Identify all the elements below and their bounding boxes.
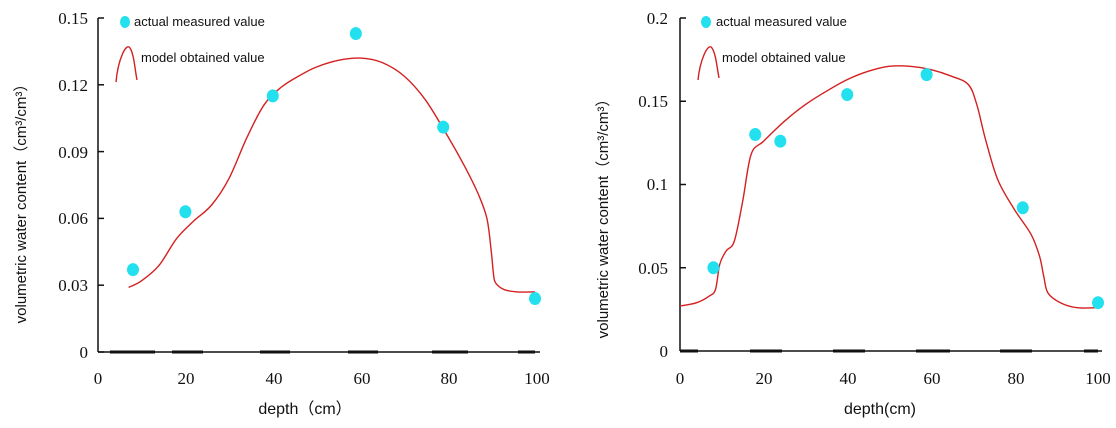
legend-label-model: model obtained value xyxy=(722,50,846,65)
y-axis-label-left: volumetric water content（cm³/cm³） xyxy=(13,77,30,324)
x-tick-label: 40 xyxy=(266,369,283,388)
measured-point xyxy=(1016,201,1029,215)
measured-point xyxy=(841,88,854,102)
chart-right: 0 0.05 0.1 0.15 0.2 0 20 40 60 80 100 de… xyxy=(595,9,1111,418)
measured-point xyxy=(179,205,192,219)
x-tick-label: 0 xyxy=(94,369,103,388)
x-tick-label: 80 xyxy=(441,369,458,388)
y-tick-label: 0.09 xyxy=(58,143,88,162)
x-tick-label: 20 xyxy=(178,369,195,388)
measured-point xyxy=(437,120,450,134)
measured-point xyxy=(529,292,541,306)
x-tick-label: 40 xyxy=(840,369,857,388)
y-tick-label: 0.05 xyxy=(638,259,668,278)
y-tick-label: 0 xyxy=(660,342,669,361)
x-tick-label: 100 xyxy=(524,369,550,388)
x-tick-label: 60 xyxy=(924,369,941,388)
measured-point xyxy=(707,261,720,275)
measured-point xyxy=(266,89,279,103)
measured-point xyxy=(920,68,933,82)
legend-label-model: model obtained value xyxy=(141,50,265,65)
legend-marker-measured xyxy=(120,16,130,28)
x-tick-label: 80 xyxy=(1008,369,1025,388)
legend-label-measured: actual measured value xyxy=(134,14,265,29)
y-tick-label: 0.1 xyxy=(647,175,668,194)
x-tick-label: 0 xyxy=(676,369,685,388)
measured-point xyxy=(349,27,362,41)
measured-points-right xyxy=(707,68,1104,310)
legend-marker-model xyxy=(697,46,720,81)
measured-points-left xyxy=(126,27,541,306)
y-ticks-right xyxy=(680,17,686,352)
y-tick-label: 0.03 xyxy=(58,276,88,295)
legend-left: actual measured value model obtained val… xyxy=(115,14,265,83)
x-tick-label: 60 xyxy=(354,369,371,388)
x-tick-label: 100 xyxy=(1085,369,1111,388)
legend-right: actual measured value model obtained val… xyxy=(697,14,847,81)
model-line-left xyxy=(128,57,536,293)
x-axis-label-right: depth(cm) xyxy=(844,401,916,418)
legend-marker-measured xyxy=(701,16,711,28)
measured-point xyxy=(1092,296,1104,310)
legend-marker-model xyxy=(115,46,138,83)
y-tick-label: 0.12 xyxy=(58,76,88,95)
model-line-right xyxy=(679,65,1099,309)
y-tick-label: 0.06 xyxy=(58,209,88,228)
measured-point xyxy=(126,263,139,277)
x-tick-label: 20 xyxy=(756,369,773,388)
x-axis-label-left: depth（cm） xyxy=(258,400,351,418)
chart-left: 0 0.03 0.06 0.09 0.12 0.15 0 20 40 60 80… xyxy=(13,9,550,418)
y-tick-label: 0.15 xyxy=(638,92,668,111)
legend-label-measured: actual measured value xyxy=(716,14,847,29)
y-ticks-left xyxy=(98,17,104,353)
y-tick-label: 0.15 xyxy=(58,9,88,28)
measured-point xyxy=(749,128,762,142)
measured-point xyxy=(774,134,787,148)
y-axis-label-right: volumetric water content（cm³/cm³） xyxy=(595,92,612,339)
y-tick-label: 0 xyxy=(80,343,89,362)
y-tick-label: 0.2 xyxy=(647,9,668,28)
